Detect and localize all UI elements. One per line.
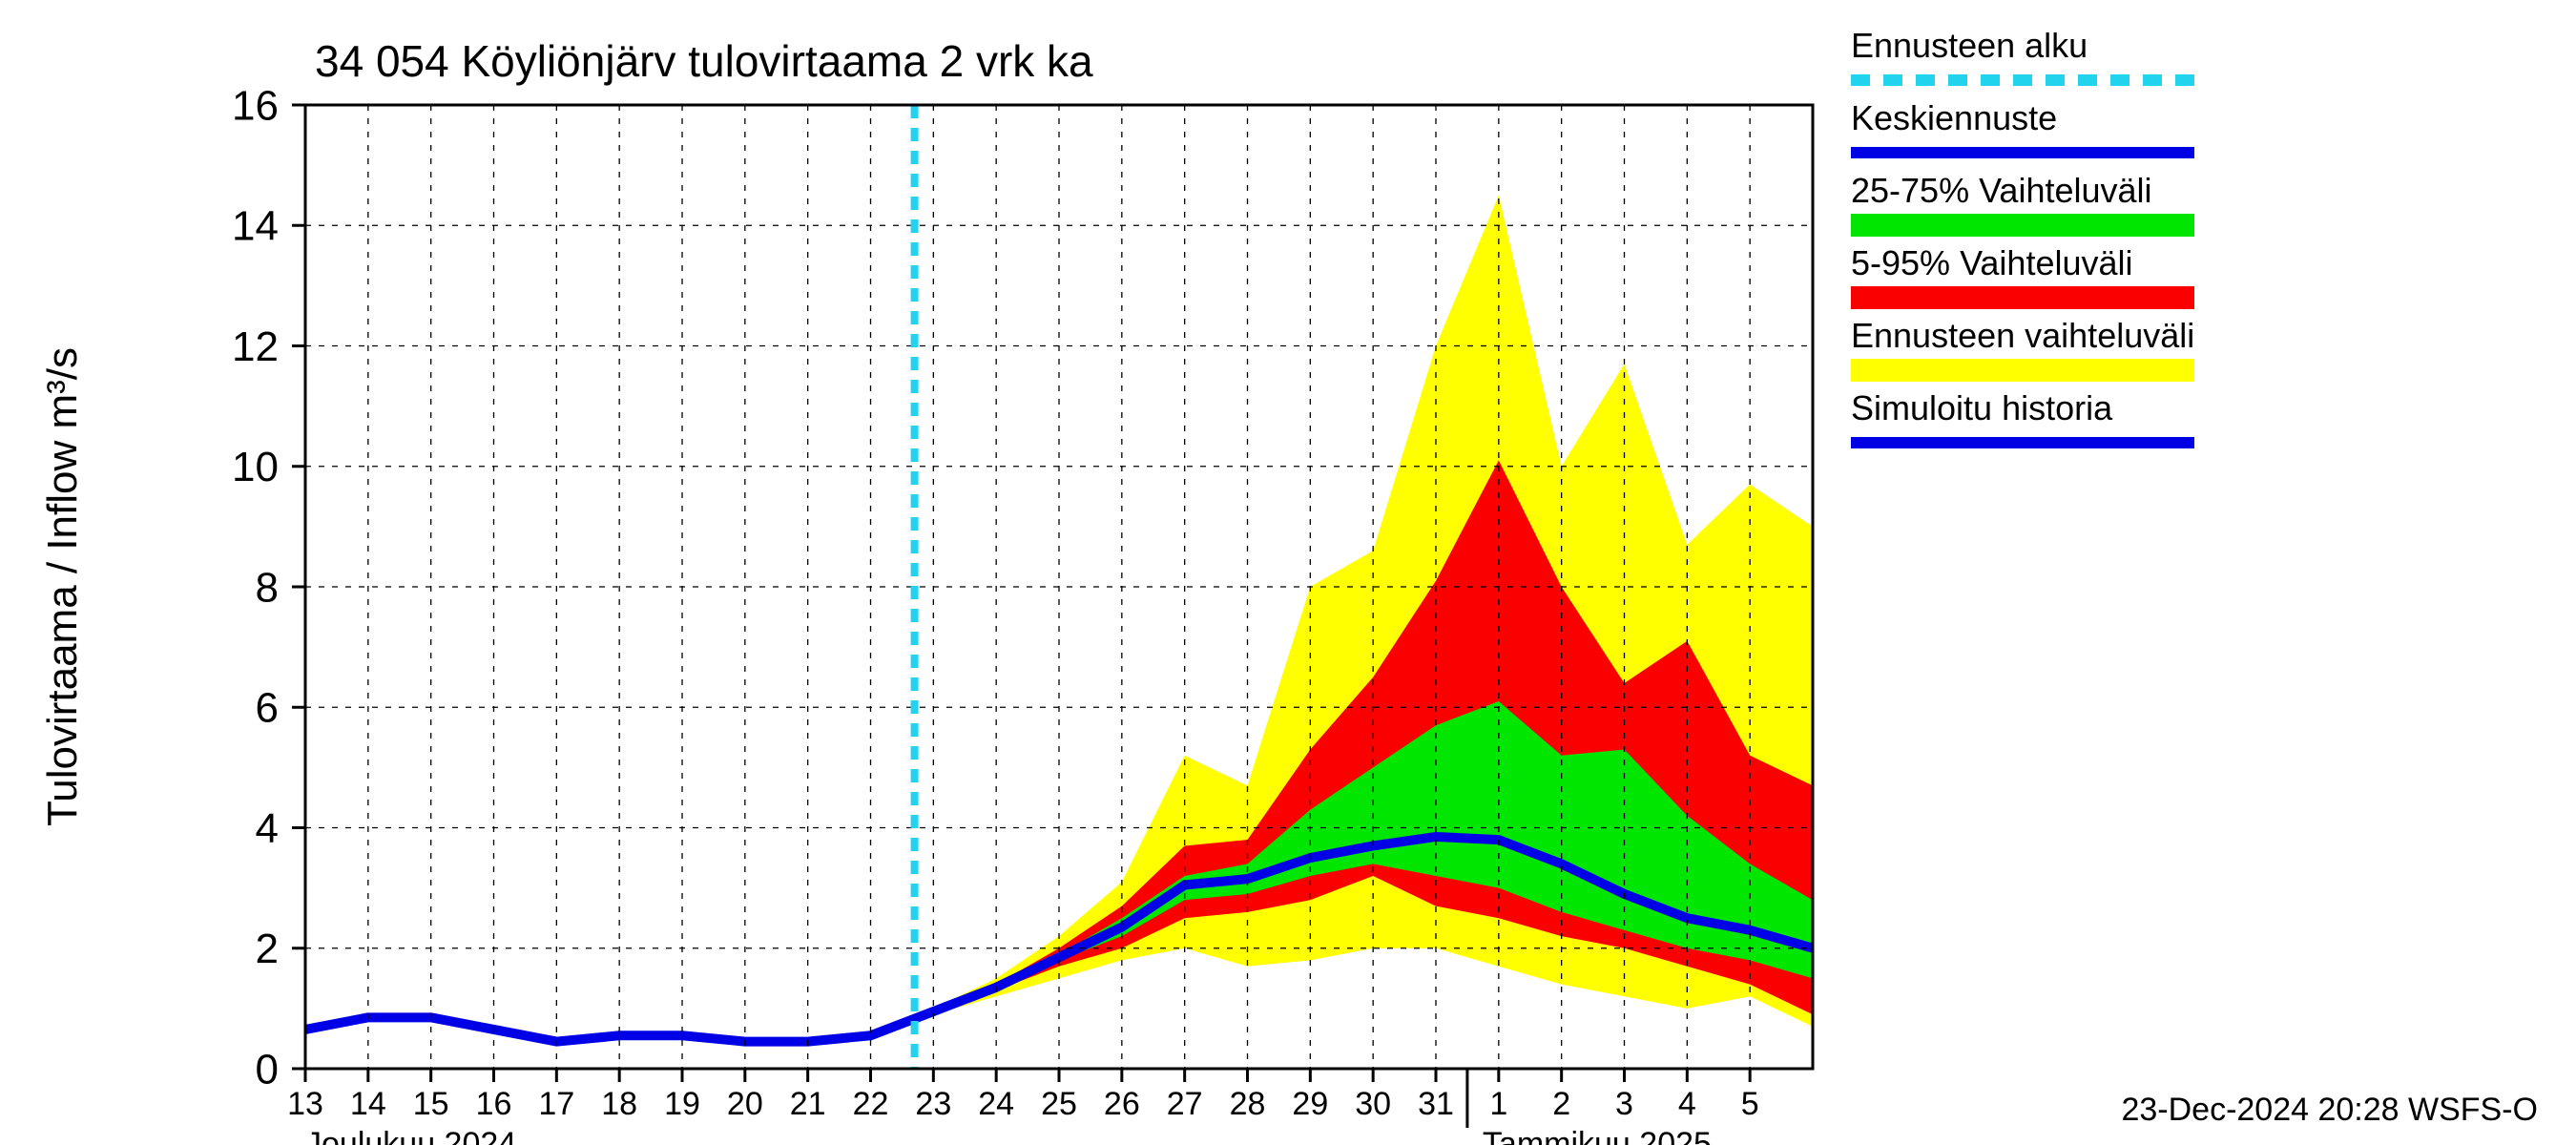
y-tick-label: 8 [256,564,279,611]
legend-swatch [1851,359,2194,382]
x-tick-label: 26 [1104,1086,1140,1122]
legend-label: Simuloitu historia [1851,388,2113,427]
month-label-right-fi: Tammikuu 2025 [1483,1126,1712,1145]
x-tick-label: 16 [476,1086,512,1122]
x-tick-label: 23 [915,1086,951,1122]
x-tick-label: 22 [853,1086,889,1122]
chart-container: 0246810121416131415161718192021222324252… [0,0,2576,1145]
legend-label: Ennusteen alku [1851,26,2088,65]
x-tick-label: 17 [538,1086,574,1122]
x-tick-label: 30 [1355,1086,1391,1122]
month-label-left-fi: Joulukuu 2024 [305,1126,516,1145]
x-tick-label: 15 [413,1086,449,1122]
x-tick-label: 5 [1741,1086,1759,1122]
legend-swatch [1851,214,2194,237]
y-tick-label: 6 [256,685,279,732]
x-tick-label: 31 [1418,1086,1454,1122]
x-tick-label: 3 [1615,1086,1633,1122]
chart-title: 34 054 Köyliönjärv tulovirtaama 2 vrk ka [315,36,1093,86]
y-axis-label: Tulovirtaama / Inflow m³/s [39,347,86,826]
legend-swatch [1851,286,2194,309]
x-tick-label: 25 [1041,1086,1077,1122]
legend-label: 5-95% Vaihteluväli [1851,243,2133,282]
x-tick-label: 2 [1552,1086,1570,1122]
legend-label: Keskiennuste [1851,98,2057,137]
y-tick-label: 0 [256,1046,279,1093]
x-tick-label: 28 [1230,1086,1266,1122]
y-tick-label: 16 [232,82,279,129]
x-tick-label: 4 [1678,1086,1696,1122]
y-tick-label: 12 [232,323,279,370]
y-tick-label: 10 [232,444,279,490]
x-tick-label: 18 [601,1086,637,1122]
x-tick-label: 19 [664,1086,700,1122]
x-tick-label: 27 [1167,1086,1203,1122]
x-tick-label: 1 [1489,1086,1507,1122]
x-tick-label: 21 [790,1086,826,1122]
y-tick-label: 4 [256,805,279,852]
chart-svg: 0246810121416131415161718192021222324252… [0,0,2576,1145]
x-tick-label: 14 [350,1086,386,1122]
legend-label: 25-75% Vaihteluväli [1851,171,2152,210]
x-tick-label: 29 [1292,1086,1328,1122]
x-tick-label: 13 [287,1086,323,1122]
legend-label: Ennusteen vaihteluväli [1851,316,2194,355]
x-tick-label: 20 [727,1086,763,1122]
y-tick-label: 14 [232,203,279,250]
y-tick-label: 2 [256,926,279,972]
x-tick-label: 24 [978,1086,1014,1122]
credit-text: 23-Dec-2024 20:28 WSFS-O [2121,1092,2538,1128]
